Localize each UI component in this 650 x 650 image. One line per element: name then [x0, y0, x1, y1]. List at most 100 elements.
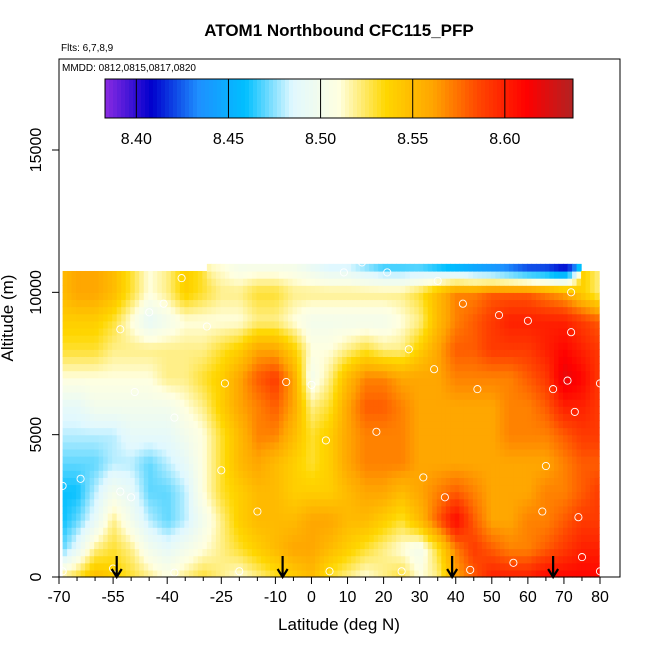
heatmap-cell: [170, 520, 176, 528]
heatmap-cell: [513, 370, 519, 379]
heatmap-cell: [67, 399, 73, 407]
heatmap-cell: [477, 335, 483, 343]
heatmap-cell: [495, 406, 501, 414]
heatmap-cell: [206, 427, 212, 436]
heatmap-cell: [351, 356, 357, 365]
heatmap-cell: [481, 406, 487, 414]
heatmap-cell: [513, 349, 519, 357]
heatmap-cell: [396, 270, 402, 279]
heatmap-cell: [477, 477, 483, 486]
heatmap-cell: [477, 299, 483, 308]
heatmap-cell: [333, 491, 339, 500]
heatmap-cell: [333, 342, 339, 350]
heatmap-cell: [242, 491, 249, 500]
heatmap-cell: [62, 448, 68, 457]
heatmap-cell: [342, 335, 348, 343]
heatmap-cell: [526, 477, 533, 486]
heatmap-cell: [166, 434, 172, 443]
heatmap-cell: [441, 491, 447, 500]
heatmap-cell: [89, 527, 95, 535]
heatmap-cell: [319, 562, 325, 571]
heatmap-cell: [373, 335, 379, 343]
heatmap-cell: [197, 270, 203, 279]
heatmap-cell: [337, 520, 343, 528]
heatmap-cell: [450, 456, 456, 464]
heatmap-cell: [121, 456, 127, 464]
heatmap-cell: [233, 384, 240, 393]
heatmap-cell: [531, 420, 537, 429]
heatmap-cell: [463, 406, 469, 414]
heatmap-cell: [166, 292, 172, 301]
heatmap-cell: [324, 370, 330, 379]
heatmap-cell: [288, 448, 294, 457]
heatmap-cell: [418, 320, 424, 329]
heatmap-cell: [396, 527, 402, 535]
heatmap-cell: [188, 548, 194, 557]
heatmap-cell: [324, 384, 330, 393]
heatmap-cell: [378, 448, 384, 457]
heatmap-cell: [143, 427, 149, 436]
heatmap-cell: [445, 406, 451, 414]
heatmap-cell: [288, 420, 294, 429]
heatmap-cell: [283, 342, 289, 350]
heatmap-cell: [337, 327, 343, 336]
heatmap-cell: [563, 420, 569, 429]
heatmap-cell: [148, 477, 154, 486]
heatmap-cell: [71, 427, 77, 436]
heatmap-cell: [283, 263, 289, 272]
heatmap-cell: [486, 477, 492, 486]
heatmap-cell: [481, 363, 487, 372]
heatmap-cell: [288, 335, 294, 343]
heatmap-cell: [558, 448, 564, 457]
heatmap-cell: [405, 434, 411, 443]
heatmap-cell: [306, 391, 312, 400]
heatmap-cell: [360, 370, 366, 379]
heatmap-cell: [477, 512, 483, 521]
heatmap-cell: [152, 306, 158, 315]
heatmap-cell: [477, 541, 483, 550]
heatmap-cell: [67, 391, 73, 400]
heatmap-cell: [545, 413, 551, 422]
heatmap-cell: [346, 413, 352, 422]
heatmap-cell: [121, 377, 127, 386]
heatmap-cell: [369, 399, 375, 407]
heatmap-cell: [215, 342, 221, 350]
heatmap-cell: [454, 270, 460, 279]
heatmap-cell: [396, 320, 402, 329]
heatmap-cell: [567, 555, 573, 564]
heatmap-cell: [450, 370, 456, 379]
heatmap-cell: [526, 377, 533, 386]
heatmap-cell: [445, 349, 451, 357]
heatmap-cell: [414, 356, 420, 365]
heatmap-cell: [445, 270, 451, 279]
heatmap-cell: [423, 327, 429, 336]
heatmap-cell: [351, 441, 357, 450]
heatmap-cell: [563, 292, 569, 301]
heatmap-cell: [495, 491, 501, 500]
heatmap-cell: [355, 470, 361, 478]
heatmap-cell: [94, 370, 100, 379]
heatmap-cell: [238, 370, 244, 379]
heatmap-cell: [522, 292, 528, 301]
heatmap-cell: [175, 427, 181, 436]
heatmap-cell: [301, 534, 307, 543]
heatmap-cell: [554, 320, 560, 329]
heatmap-cell: [103, 541, 109, 550]
heatmap-cell: [436, 363, 442, 372]
heatmap-cell: [409, 306, 415, 315]
heatmap-cell: [472, 484, 478, 493]
heatmap-cell: [409, 505, 415, 514]
heatmap-cell: [391, 441, 397, 450]
heatmap-cell: [373, 434, 379, 443]
heatmap-cell: [432, 491, 438, 500]
heatmap-cell: [535, 427, 542, 436]
heatmap-cell: [193, 377, 199, 386]
heatmap-cell: [477, 427, 483, 436]
heatmap-cell: [400, 399, 406, 407]
heatmap-cell: [188, 463, 194, 471]
heatmap-cell: [306, 363, 312, 372]
heatmap-cell: [148, 470, 154, 478]
heatmap-cell: [382, 356, 388, 365]
heatmap-cell: [166, 498, 172, 507]
heatmap-cell: [454, 534, 460, 543]
